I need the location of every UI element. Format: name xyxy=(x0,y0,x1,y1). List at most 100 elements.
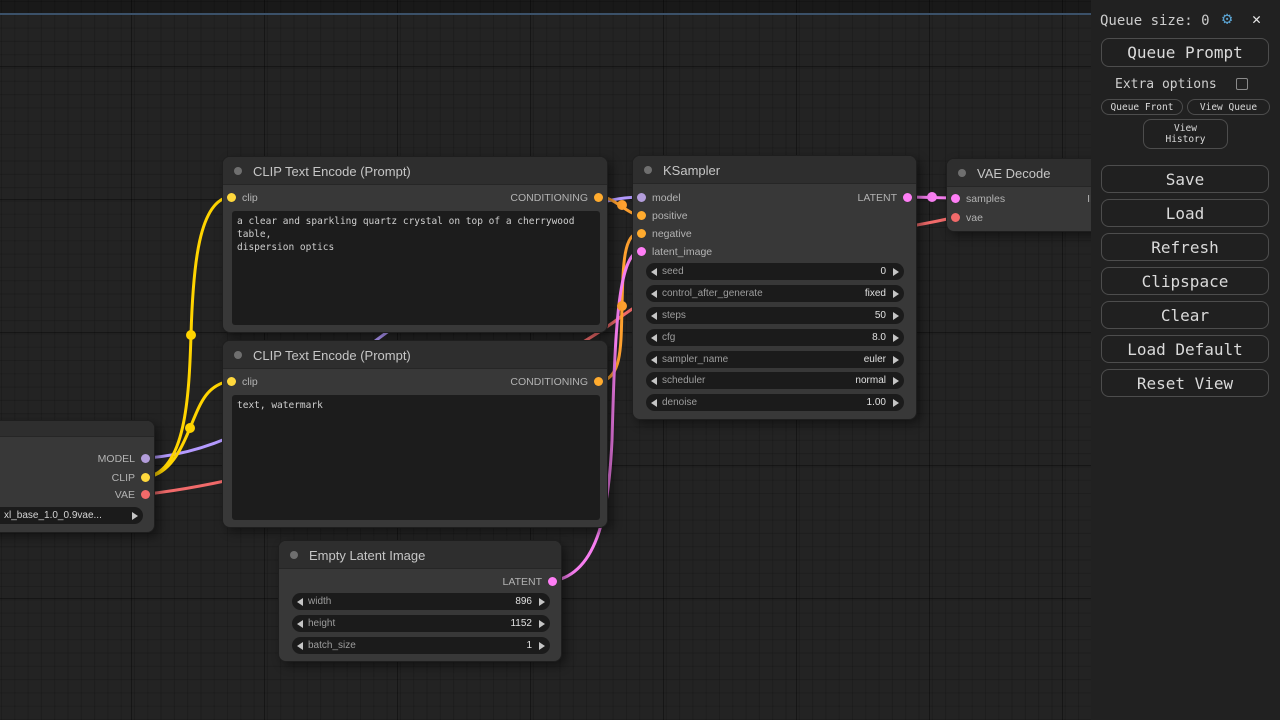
vae-input-port[interactable] xyxy=(951,213,960,222)
node-titlebar[interactable]: Empty Latent Image xyxy=(279,541,561,569)
output-label: LATENT xyxy=(502,576,542,588)
node-ksampler[interactable]: KSampler model positive negative latent_… xyxy=(632,155,917,420)
scheduler-widget[interactable]: scheduler normal xyxy=(646,372,904,389)
load-default-button[interactable]: Load Default xyxy=(1101,335,1269,363)
widget-value: 0 xyxy=(880,266,886,277)
batch-size-widget[interactable]: batch_size 1 xyxy=(292,637,550,654)
decrement-arrow-icon[interactable] xyxy=(297,641,303,650)
clip-output-port[interactable] xyxy=(141,473,150,482)
widget-name: scheduler xyxy=(662,375,706,386)
vae-output-port[interactable] xyxy=(141,490,150,499)
clear-button[interactable]: Clear xyxy=(1101,301,1269,329)
steps-widget[interactable]: steps 50 xyxy=(646,307,904,324)
width-widget[interactable]: width 896 xyxy=(292,593,550,610)
clip-input-port[interactable] xyxy=(227,193,236,202)
refresh-button[interactable]: Refresh xyxy=(1101,233,1269,261)
denoise-widget[interactable]: denoise 1.00 xyxy=(646,394,904,411)
negative-input-port[interactable] xyxy=(637,229,646,238)
widget-name: sampler_name xyxy=(662,354,729,365)
input-label: vae xyxy=(966,212,983,224)
decrement-arrow-icon[interactable] xyxy=(651,311,657,320)
node-clip-text-encode-negative[interactable]: CLIP Text Encode (Prompt) clip CONDITION… xyxy=(222,340,608,528)
decrement-arrow-icon[interactable] xyxy=(651,289,657,298)
increment-arrow-icon[interactable] xyxy=(539,619,545,628)
link-dot[interactable] xyxy=(927,192,937,202)
node-titlebar[interactable]: CLIP Text Encode (Prompt) xyxy=(223,341,607,369)
widget-name: denoise xyxy=(662,397,698,408)
reset-view-button[interactable]: Reset View xyxy=(1101,369,1269,397)
node-title: CLIP Text Encode (Prompt) xyxy=(253,164,411,179)
increment-arrow-icon[interactable] xyxy=(539,597,545,606)
decrement-arrow-icon[interactable] xyxy=(651,333,657,342)
view-history-button[interactable]: View History xyxy=(1143,119,1228,149)
next-value-arrow-icon[interactable] xyxy=(132,511,138,520)
link-dot[interactable] xyxy=(617,301,627,311)
positive-prompt-textarea[interactable]: a clear and sparkling quartz crystal on … xyxy=(232,211,600,325)
widget-value: 1 xyxy=(526,640,532,651)
extra-options-checkbox[interactable] xyxy=(1236,78,1248,90)
seed-widget[interactable]: seed 0 xyxy=(646,263,904,280)
close-icon[interactable]: ✕ xyxy=(1252,10,1262,28)
queue-front-button[interactable]: Queue Front xyxy=(1101,99,1183,115)
link-dot[interactable] xyxy=(185,423,195,433)
height-widget[interactable]: height 1152 xyxy=(292,615,550,632)
collapse-dot-icon[interactable] xyxy=(234,167,242,175)
wire-latent-to-ksampler xyxy=(551,249,642,583)
decrement-arrow-icon[interactable] xyxy=(651,376,657,385)
load-button[interactable]: Load xyxy=(1101,199,1269,227)
conditioning-output-port[interactable] xyxy=(594,193,603,202)
decrement-arrow-icon[interactable] xyxy=(651,267,657,276)
ckpt-name-widget[interactable]: xl_base_1.0_0.9vae... xyxy=(0,507,143,524)
decrement-arrow-icon[interactable] xyxy=(297,597,303,606)
node-empty-latent-image[interactable]: Empty Latent Image LATENT width 896 heig… xyxy=(278,540,562,662)
samples-input-port[interactable] xyxy=(951,194,960,203)
increment-arrow-icon[interactable] xyxy=(893,398,899,407)
increment-arrow-icon[interactable] xyxy=(893,333,899,342)
control-after-generate-widget[interactable]: control_after_generate fixed xyxy=(646,285,904,302)
settings-gear-icon[interactable]: ⚙ xyxy=(1222,9,1233,29)
positive-input-port[interactable] xyxy=(637,211,646,220)
decrement-arrow-icon[interactable] xyxy=(651,398,657,407)
latent-image-input-port[interactable] xyxy=(637,247,646,256)
increment-arrow-icon[interactable] xyxy=(893,376,899,385)
clipspace-button[interactable]: Clipspace xyxy=(1101,267,1269,295)
collapse-dot-icon[interactable] xyxy=(958,169,966,177)
increment-arrow-icon[interactable] xyxy=(893,311,899,320)
collapse-dot-icon[interactable] xyxy=(644,166,652,174)
latent-output-port[interactable] xyxy=(548,577,557,586)
conditioning-output-port[interactable] xyxy=(594,377,603,386)
node-checkpoint-loader[interactable]: MODEL CLIP VAE xl_base_1.0_0.9vae... xyxy=(0,420,155,533)
cfg-widget[interactable]: cfg 8.0 xyxy=(646,329,904,346)
node-titlebar[interactable]: CLIP Text Encode (Prompt) xyxy=(223,157,607,185)
model-input-port[interactable] xyxy=(637,193,646,202)
node-titlebar[interactable]: KSampler xyxy=(633,156,916,184)
node-titlebar[interactable] xyxy=(0,421,154,437)
node-clip-text-encode-positive[interactable]: CLIP Text Encode (Prompt) clip CONDITION… xyxy=(222,156,608,333)
link-dot[interactable] xyxy=(617,200,627,210)
view-history-line1: View xyxy=(1174,123,1197,134)
increment-arrow-icon[interactable] xyxy=(893,289,899,298)
model-output-port[interactable] xyxy=(141,454,150,463)
queue-prompt-button[interactable]: Queue Prompt xyxy=(1101,38,1269,67)
decrement-arrow-icon[interactable] xyxy=(297,619,303,628)
collapse-dot-icon[interactable] xyxy=(290,551,298,559)
input-label: model xyxy=(652,192,681,204)
save-button[interactable]: Save xyxy=(1101,165,1269,193)
collapse-dot-icon[interactable] xyxy=(234,351,242,359)
increment-arrow-icon[interactable] xyxy=(893,355,899,364)
negative-prompt-textarea[interactable]: text, watermark xyxy=(232,395,600,520)
view-queue-button[interactable]: View Queue xyxy=(1187,99,1270,115)
output-label: CONDITIONING xyxy=(510,192,588,204)
increment-arrow-icon[interactable] xyxy=(893,267,899,276)
widget-value: 1152 xyxy=(510,618,532,629)
link-dot[interactable] xyxy=(186,330,196,340)
latent-output-port[interactable] xyxy=(903,193,912,202)
increment-arrow-icon[interactable] xyxy=(539,641,545,650)
decrement-arrow-icon[interactable] xyxy=(651,355,657,364)
clip-input-port[interactable] xyxy=(227,377,236,386)
widget-value: 8.0 xyxy=(872,332,886,343)
canvas-top-strip xyxy=(0,0,1280,13)
sampler-name-widget[interactable]: sampler_name euler xyxy=(646,351,904,368)
widget-name: width xyxy=(308,596,332,607)
